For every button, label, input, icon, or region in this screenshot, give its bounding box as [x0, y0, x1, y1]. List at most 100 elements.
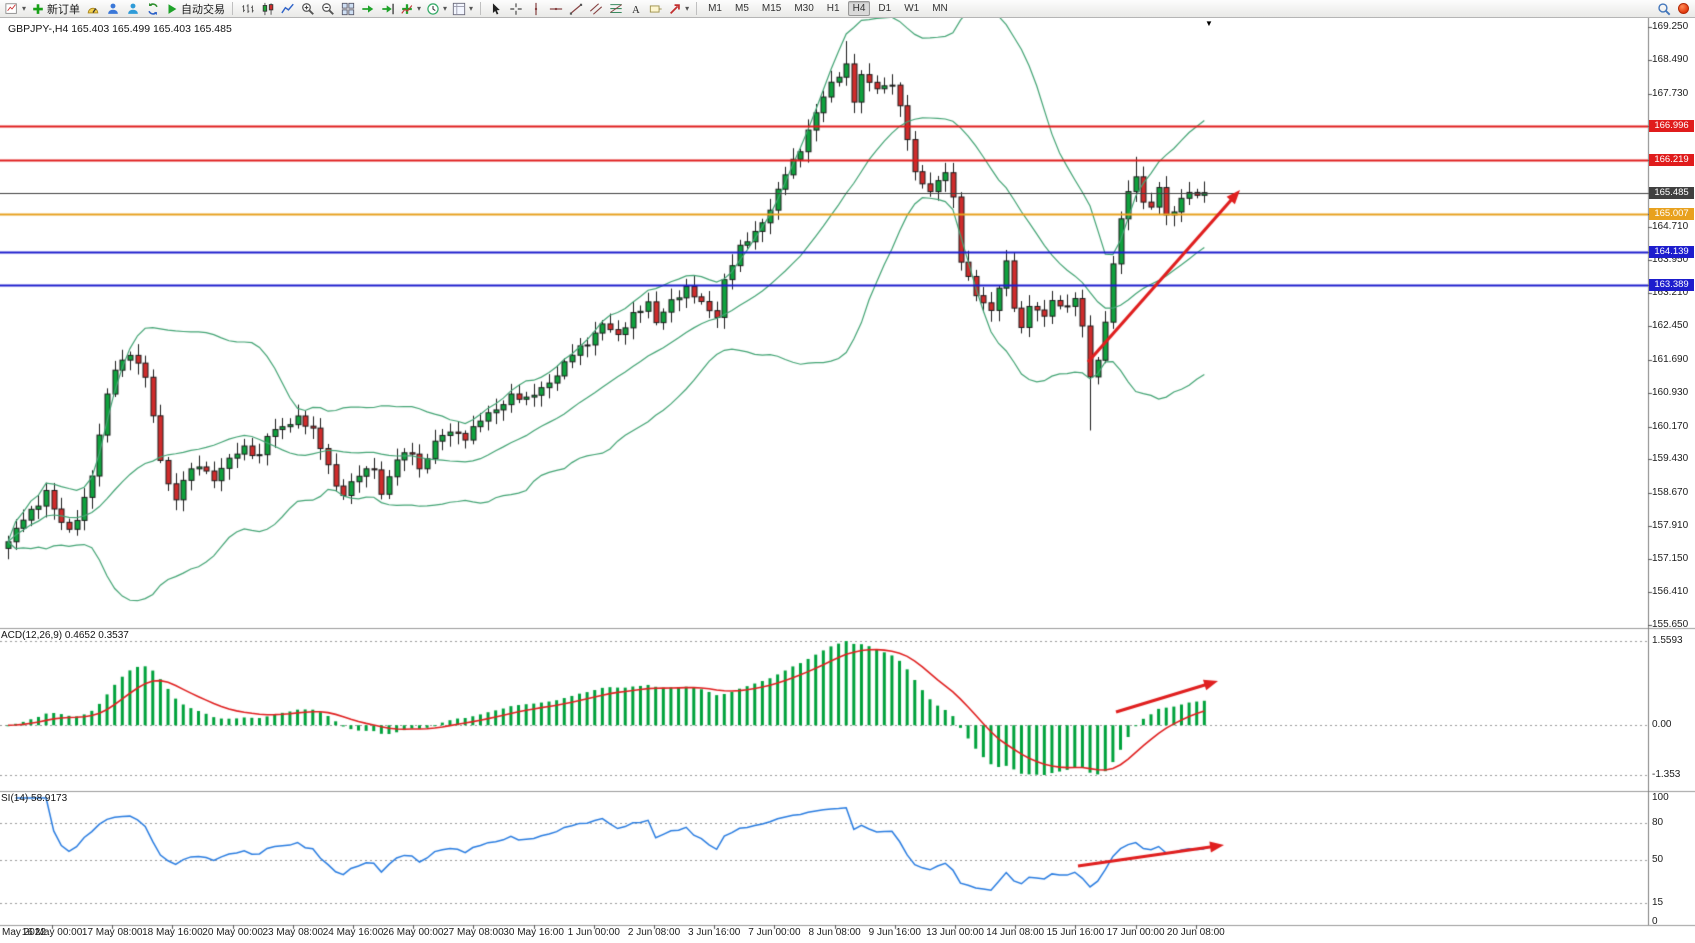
price-axis-tick: 157.910 [1652, 519, 1689, 531]
time-axis-label: 9 Jun 16:00 [868, 927, 921, 938]
price-axis-tick: 160.930 [1652, 387, 1689, 399]
chart-workspace: GBPJPY-,H4 165.403 165.499 165.403 165.4… [0, 18, 1695, 943]
time-axis-label: 18 May 16:00 [142, 927, 203, 938]
toolbar-separator [232, 2, 234, 15]
svg-text:A: A [632, 4, 640, 15]
gauge-button[interactable] [83, 0, 102, 17]
price-chart-canvas[interactable] [0, 18, 1695, 943]
timeframe-mn-button[interactable]: MN [932, 3, 948, 14]
rsi-scale-label: 0 [1652, 916, 1658, 927]
time-axis-label: 13 Jun 00:00 [926, 927, 984, 938]
auto-trading-button[interactable]: 自动交易 [163, 0, 227, 17]
price-axis-tick: 163.210 [1652, 286, 1689, 298]
line-chart-button[interactable] [278, 0, 297, 17]
timeframe-m15-button[interactable]: M15 [761, 3, 782, 14]
toolbar-separator [696, 2, 698, 15]
timeframe-h4-button[interactable]: H4 [847, 1, 871, 16]
chart-shift-button[interactable] [378, 0, 397, 17]
timeframe-m1-button[interactable]: M1 [708, 3, 722, 14]
price-axis-tick: 160.170 [1652, 420, 1689, 432]
price-axis-tick: 155.650 [1652, 619, 1689, 631]
zoom-out-button[interactable] [318, 0, 337, 17]
time-axis-label: 17 Jun 00:00 [1106, 927, 1165, 938]
main-toolbar: ▾ 新订单 自动交易 ▾ ▾ ▾ A ▾ M1 M5 M15 M30 H1 H4 D1 W1 MN [0, 0, 1695, 18]
vertical-line-button[interactable] [526, 0, 545, 17]
tile-windows-button[interactable] [338, 0, 357, 17]
time-axis-label: 27 May 08:00 [443, 927, 504, 938]
price-line-badge: 163.389 [1649, 278, 1694, 291]
price-line-badge: 164.139 [1649, 245, 1694, 258]
time-axis-label: 30 May 16:00 [503, 927, 564, 938]
rsi-scale-label: 15 [1652, 897, 1664, 909]
new-order-button[interactable]: 新订单 [29, 0, 82, 17]
text-button[interactable]: A [626, 0, 645, 17]
macd-scale-label: 1.5593 [1652, 635, 1683, 646]
time-axis-label: 2 Jun 08:00 [627, 927, 681, 938]
candlestick-chart-button[interactable] [258, 0, 277, 17]
horizontal-line-button[interactable] [546, 0, 565, 17]
time-axis-label: 14 Jun 08:00 [986, 927, 1045, 938]
time-axis-label: 8 Jun 08:00 [808, 927, 861, 938]
time-axis-label: 20 Jun 08:00 [1166, 927, 1225, 938]
indicators-button[interactable]: ▾ [398, 0, 423, 17]
price-line-badge: 165.007 [1649, 207, 1694, 220]
zoom-in-button[interactable] [298, 0, 317, 17]
templates-button[interactable]: ▾ [450, 0, 475, 17]
search-button[interactable] [1654, 0, 1673, 17]
timeframe-w1-button[interactable]: W1 [904, 3, 920, 14]
trendline-button[interactable] [566, 0, 585, 17]
price-line-badge: 166.219 [1649, 154, 1694, 167]
toolbar-right [1654, 0, 1692, 17]
auto-scroll-button[interactable] [358, 0, 377, 17]
text-label-button[interactable] [646, 0, 665, 17]
price-line-badge: 166.996 [1649, 120, 1694, 133]
channel-button[interactable] [586, 0, 605, 17]
market-watch-button[interactable] [103, 0, 122, 17]
chart-shift-marker: ▼ [1205, 19, 1213, 28]
price-axis-tick: 157.150 [1652, 553, 1689, 565]
price-axis-tick: 169.250 [1652, 21, 1689, 32]
time-axis-label: 16 May 00:00 [21, 927, 83, 938]
refresh-button[interactable] [143, 0, 162, 17]
time-axis-label: 17 May 08:00 [81, 927, 143, 938]
time-axis-label: 7 Jun 00:00 [748, 927, 801, 938]
price-axis-tick: 158.670 [1652, 486, 1689, 498]
arrows-button[interactable]: ▾ [666, 0, 691, 17]
rsi-scale-label: 100 [1652, 792, 1669, 803]
symbol-ohlc-label: GBPJPY-,H4 165.403 165.499 165.403 165.4… [8, 23, 232, 35]
time-axis-label: 26 May 00:00 [382, 927, 444, 938]
cursor-button[interactable] [486, 0, 505, 17]
periods-button[interactable]: ▾ [424, 0, 449, 17]
price-axis-tick: 159.430 [1652, 453, 1689, 465]
navigator-button[interactable] [123, 0, 142, 17]
timeframe-group: M1 M5 M15 M30 H1 H4 D1 W1 MN [692, 1, 954, 16]
price-axis-tick: 161.690 [1652, 353, 1689, 365]
alert-icon[interactable] [1678, 3, 1689, 14]
timeframe-m5-button[interactable]: M5 [734, 3, 749, 14]
bar-chart-button[interactable] [238, 0, 257, 17]
fibonacci-button[interactable] [606, 0, 625, 17]
timeframe-d1-button[interactable]: D1 [878, 3, 892, 14]
new-chart-button[interactable]: ▾ [3, 0, 28, 17]
timeframe-h1-button[interactable]: H1 [826, 3, 840, 14]
time-axis-label: 15 Jun 16:00 [1046, 927, 1105, 938]
price-axis-tick: 164.710 [1652, 220, 1689, 232]
price-axis-tick: 156.410 [1652, 585, 1689, 597]
time-axis-label: 3 Jun 16:00 [688, 927, 741, 938]
price-axis-tick: 168.490 [1652, 54, 1689, 66]
price-axis-tick: 163.950 [1652, 254, 1689, 266]
time-axis-label: 23 May 08:00 [262, 927, 324, 938]
macd-scale-label: -1.353 [1652, 769, 1681, 780]
price-line-badge: 165.485 [1649, 186, 1694, 199]
crosshair-button[interactable] [506, 0, 525, 17]
rsi-scale-label: 50 [1652, 854, 1664, 865]
timeframe-m30-button[interactable]: M30 [794, 3, 814, 14]
time-axis-label: 24 May 16:00 [322, 927, 384, 938]
macd-scale-label: 0.00 [1652, 719, 1672, 731]
rsi-scale-label: 80 [1652, 816, 1664, 828]
toolbar-items: ▾ 新订单 自动交易 ▾ ▾ ▾ A ▾ [3, 0, 691, 17]
price-axis-tick: 162.450 [1652, 320, 1689, 332]
time-axis-label: 1 Jun 00:00 [567, 927, 620, 938]
macd-indicator-label: ACD(12,26,9) 0.4652 0.3537 [1, 630, 129, 641]
time-axis-label: May 2022 [2, 927, 46, 938]
